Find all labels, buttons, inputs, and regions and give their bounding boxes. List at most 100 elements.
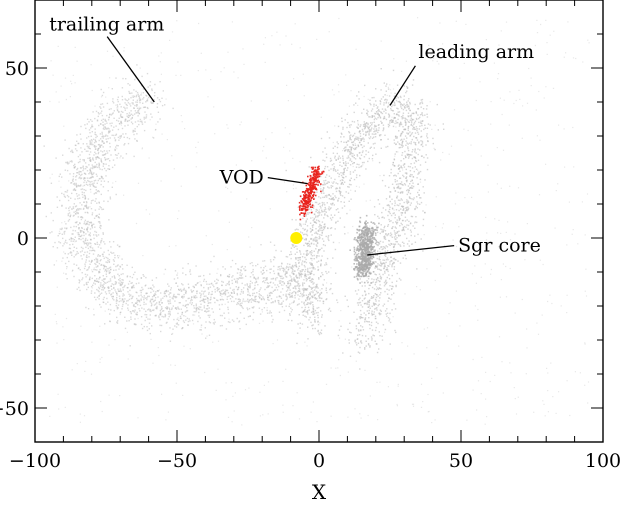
stream-point [396,223,398,225]
stream-point [361,128,364,131]
stream-point [385,269,388,271]
stream-point [134,309,136,311]
stream-point [392,285,394,288]
stream-point [237,278,239,280]
stream-point [101,177,103,179]
stream-point [98,165,100,167]
stream-point [313,239,316,241]
stream-point [91,247,94,249]
stream-point [313,250,315,252]
stream-point [261,298,263,300]
stream-point [89,276,91,278]
stream-point [222,281,224,283]
stream-point [307,242,309,245]
stream-point [335,222,337,224]
stream-point [364,318,366,320]
stream-point [351,266,353,268]
stream-point [89,119,92,121]
stream-point [137,304,139,306]
stream-point [310,230,312,232]
stream-point [315,287,317,289]
stream-point [312,229,314,231]
stream-point [355,325,357,327]
stream-point [241,265,244,268]
stream-point [209,273,211,275]
stream-point [333,168,335,170]
stream-point [108,87,110,89]
stream-point [394,122,396,125]
stream-point [135,95,137,98]
stream-point [109,196,111,198]
stream-point [304,256,306,259]
stream-point [85,242,87,244]
stream-point [338,155,340,157]
stream-point [420,197,422,199]
stream-point [317,260,320,262]
stream-point [414,151,416,153]
stream-point [330,203,332,205]
stream-point [266,294,269,296]
stream-point [331,185,334,187]
stream-point [290,240,292,242]
stream-point [401,229,404,231]
stream-point [390,220,392,222]
stream-point [64,196,66,198]
stream-point [296,245,298,247]
stream-point [500,232,502,234]
stream-point [397,250,399,252]
stream-point [102,154,105,156]
stream-point [103,200,105,202]
stream-point [66,191,68,193]
stream-point [386,288,388,290]
stream-point [254,287,256,289]
stream-point [324,165,327,168]
stream-point [69,252,71,254]
stream-point [330,159,333,162]
stream-point [407,143,409,145]
stream-point [226,289,229,292]
stream-point [349,355,352,357]
stream-point [81,227,83,229]
stream-point [66,169,69,172]
stream-point [267,381,270,383]
stream-point [227,51,229,53]
stream-point [65,223,67,225]
stream-point [109,271,111,274]
stream-point [247,308,249,311]
stream-point [409,170,412,172]
stream-point [151,116,153,118]
stream-point [100,138,102,140]
stream-point [117,304,120,306]
stream-point [79,158,81,161]
stream-point [90,290,93,292]
stream-point [82,277,84,279]
stream-point [306,233,308,236]
stream-point [200,306,202,308]
stream-point [164,290,167,292]
stream-point [302,214,305,216]
stream-point [183,289,185,291]
stream-point [141,121,143,124]
stream-point [412,128,414,130]
stream-point [266,118,269,120]
stream-point [389,244,391,246]
stream-point [368,284,371,286]
stream-point [397,191,399,193]
stream-point [280,277,282,279]
stream-point [291,296,294,298]
stream-point [340,191,342,193]
stream-point [405,104,407,107]
stream-point [357,139,360,141]
stream-point [116,154,118,156]
stream-point [387,123,390,126]
stream-point [385,261,387,264]
stream-point [327,238,329,240]
stream-point [116,321,118,323]
stream-point [568,201,570,203]
stream-point [383,259,386,261]
stream-point [297,206,299,209]
stream-point [125,302,127,305]
stream-point [84,162,87,164]
stream-point [308,297,310,300]
stream-point [324,204,326,206]
